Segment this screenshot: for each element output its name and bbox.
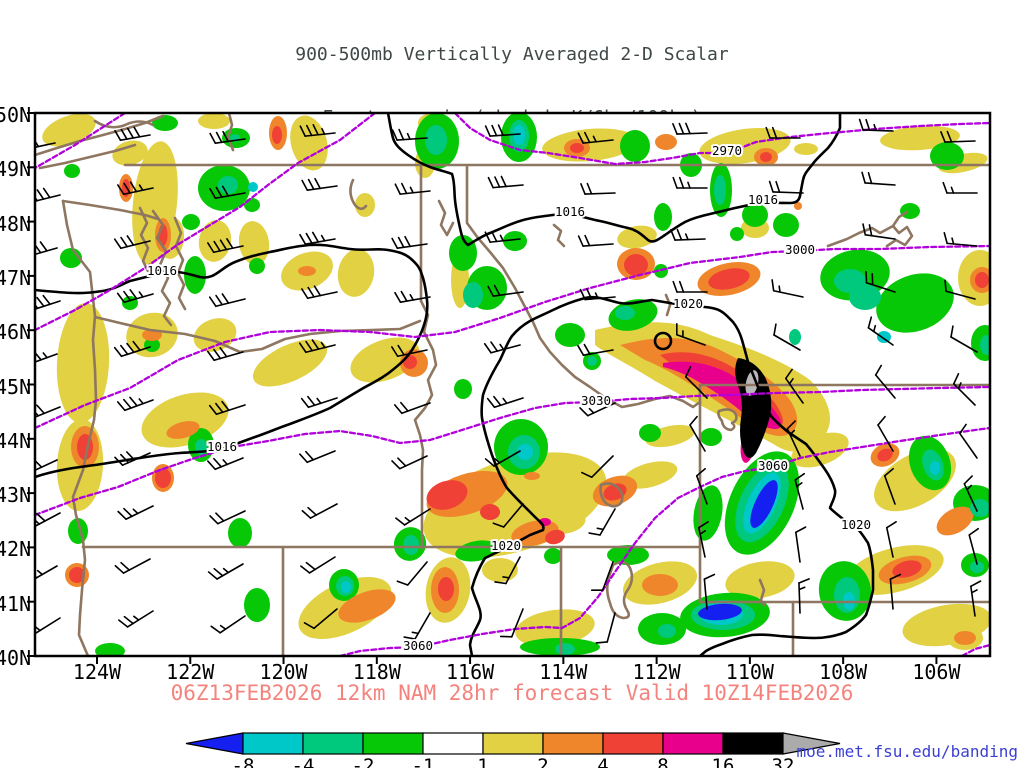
contour-label-1020: 1020: [841, 517, 871, 532]
lon-label-118W: 118W: [352, 660, 401, 684]
lat-label-40N: 40N: [0, 646, 32, 670]
contour-label-3030: 3030: [581, 393, 611, 408]
state-and-coast-boundaries: [35, 113, 990, 656]
colorbar-left-arrow: [185, 732, 244, 755]
axis-ticks: [27, 112, 938, 664]
colorbar-cell-0: [242, 732, 304, 755]
colorbar-tick-2: 2: [537, 755, 548, 768]
frontogenesis-shading-black-core: [735, 358, 772, 458]
colorbar-tick-4: 4: [597, 755, 608, 768]
contour-label-2970: 2970: [712, 143, 742, 158]
weather-map: 1016 1016 1016 1016 1020 1020 1020 2970 3000 3030…: [27, 111, 992, 664]
forecast-caption: 06Z13FEB2026 12km NAM 28hr forecast Vali…: [170, 681, 854, 705]
colorbar-cell-3: [422, 732, 484, 755]
frontolysis-shading-blue: [698, 480, 778, 621]
credit-url: moe.met.fsu.edu/banding: [796, 742, 1018, 761]
colorbar: -8 -4 -2 -1 1 2 4 8 16 32: [185, 732, 841, 768]
contour-label-3060: 3060: [403, 638, 433, 653]
contour-label-1016: 1016: [748, 192, 778, 207]
colorbar-tick-1: 1: [477, 755, 488, 768]
contour-label-1016: 1016: [147, 263, 177, 278]
lat-label-44N: 44N: [0, 428, 32, 453]
contour-label-1020: 1020: [491, 538, 521, 553]
lon-label-116W: 116W: [445, 660, 495, 684]
lat-label-42N: 42N: [0, 537, 32, 562]
colorbar-right-arrow: [782, 732, 841, 755]
lon-label-122W: 122W: [166, 660, 215, 684]
colorbar-tick-16: 16: [712, 755, 735, 768]
title-line-1: 900-500mb Vertically Averaged 2-D Scalar: [295, 44, 729, 65]
lat-label-47N: 47N: [0, 265, 32, 290]
contour-label-1016: 1016: [555, 204, 585, 219]
colorbar-tick--8: -8: [232, 755, 255, 768]
lat-label-48N: 48N: [0, 211, 32, 236]
colorbar-tick-8: 8: [657, 755, 668, 768]
colorbar-cell-2: [362, 732, 424, 755]
lon-label-112W: 112W: [632, 660, 681, 684]
colorbar-tick--1: -1: [412, 755, 435, 768]
wind-barbs: [35, 118, 982, 644]
lat-label-46N: 46N: [0, 320, 32, 345]
colorbar-cell-8: [722, 732, 784, 755]
colorbar-tick--4: -4: [292, 755, 315, 768]
map-content: 1016 1016 1016 1016 1020 1020 1020 2970 3000 3030…: [35, 113, 990, 656]
lat-label-50N: 50N: [0, 103, 32, 127]
colorbar-tick--2: -2: [352, 755, 375, 768]
colorbar-cell-5: [542, 732, 604, 755]
colorbar-tick-32: 32: [772, 755, 795, 768]
lat-label-41N: 41N: [0, 591, 32, 616]
contour-label-1020: 1020: [673, 296, 703, 311]
contour-label-3060: 3060: [758, 458, 788, 473]
contour-label-1016: 1016: [207, 439, 237, 454]
lon-label-108W: 108W: [819, 660, 868, 684]
lon-label-124W: 124W: [72, 660, 122, 684]
lat-label-43N: 43N: [0, 483, 32, 508]
contour-label-3000: 3000: [785, 242, 815, 257]
lon-label-106W: 106W: [912, 660, 961, 684]
lon-label-110W: 110W: [725, 660, 774, 684]
colorbar-cell-4: [482, 732, 544, 755]
lat-label-45N: 45N: [0, 374, 32, 399]
colorbar-cell-1: [302, 732, 364, 755]
colorbar-cell-7: [662, 732, 724, 755]
contour-labels: 1016 1016 1016 1016 1020 1020 1020 2970 3000 3030…: [145, 141, 873, 655]
lon-label-120W: 120W: [259, 660, 308, 684]
colorbar-cell-6: [602, 732, 664, 755]
height-700mb-contours: [35, 113, 990, 656]
lon-label-114W: 114W: [539, 660, 588, 684]
lat-label-49N: 49N: [0, 157, 32, 182]
